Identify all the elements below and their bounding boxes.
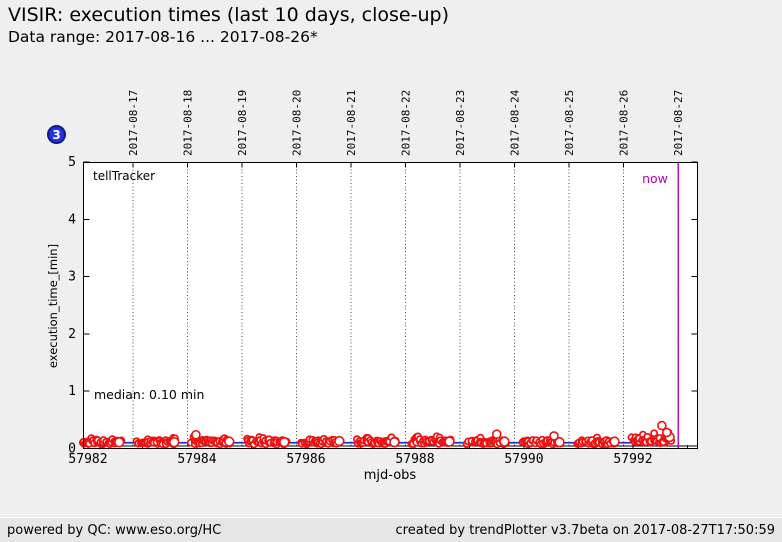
footer-created-by: created by trendPlotter v3.7beta on 2017… <box>395 522 775 538</box>
top-date-label: 2017-08-18 <box>181 90 194 156</box>
x-tick-label: 57984 <box>177 452 216 467</box>
execution-times-chart: 2017-08-17 2017-08-18 2017-08-19 2017-08-20… <box>46 89 698 483</box>
x-tick-label: 57992 <box>613 452 652 467</box>
data-point-last <box>169 436 180 448</box>
data-point-last <box>499 436 510 447</box>
top-date-label: 2017-08-20 <box>290 90 303 156</box>
outlier-point <box>191 429 201 440</box>
plot-index-badge[interactable]: 3 <box>47 125 66 144</box>
outlier-point <box>491 429 502 439</box>
data-point-last <box>609 436 620 447</box>
series-name-label: tellTracker <box>93 169 155 183</box>
median-value-label: median: 0.10 min <box>94 387 204 402</box>
x-axis-title: mjd-obs <box>364 468 417 483</box>
plot-frame <box>83 162 698 449</box>
top-date-label: 2017-08-21 <box>345 90 358 156</box>
outlier-point <box>549 431 559 441</box>
y-tick-label: 5 <box>68 155 76 170</box>
y-axis-title: execution_time_[min] <box>46 244 60 368</box>
plot-area <box>83 162 698 449</box>
y-tick-label: 3 <box>68 270 76 285</box>
data-point-last <box>334 435 345 447</box>
report-header: VISIR: execution times (last 10 days, cl… <box>8 4 449 47</box>
top-date-label: 2017-08-27 <box>672 90 685 156</box>
x-tick-label: 57982 <box>68 452 107 467</box>
footer-powered-by: powered by QC: www.eso.org/HC <box>7 522 222 538</box>
top-date-label: 2017-08-22 <box>399 90 412 156</box>
top-date-label: 2017-08-19 <box>236 90 249 156</box>
x-tick-label: 57986 <box>286 452 325 467</box>
data-point-last <box>279 436 290 448</box>
y-tick-label: 0 <box>68 442 76 457</box>
top-date-label: 2017-08-23 <box>454 90 467 156</box>
outlier-point <box>661 427 672 438</box>
top-date-label: 2017-08-26 <box>617 90 630 156</box>
top-date-label: 2017-08-25 <box>563 90 576 156</box>
data-point-last <box>554 436 565 448</box>
data-point-last <box>113 436 125 448</box>
data-point-last <box>444 436 455 447</box>
footer-bar: powered by QC: www.eso.org/HC created by… <box>0 517 782 542</box>
top-date-label: 2017-08-24 <box>508 89 521 156</box>
y-tick-label: 4 <box>68 212 76 227</box>
now-label: now <box>642 171 668 186</box>
y-tick-label: 1 <box>68 384 76 399</box>
data-point-last <box>389 436 400 448</box>
outlier-point <box>657 420 667 431</box>
top-date-label: 2017-08-17 <box>127 90 140 156</box>
data-range-subtitle: Data range: 2017-08-16 ... 2017-08-26* <box>8 27 318 46</box>
y-tick-label: 2 <box>68 327 76 342</box>
data-point-last <box>224 436 235 447</box>
x-tick-label: 57988 <box>395 452 434 467</box>
page-title: VISIR: execution times (last 10 days, cl… <box>8 4 449 26</box>
x-tick-label: 57990 <box>504 452 543 467</box>
